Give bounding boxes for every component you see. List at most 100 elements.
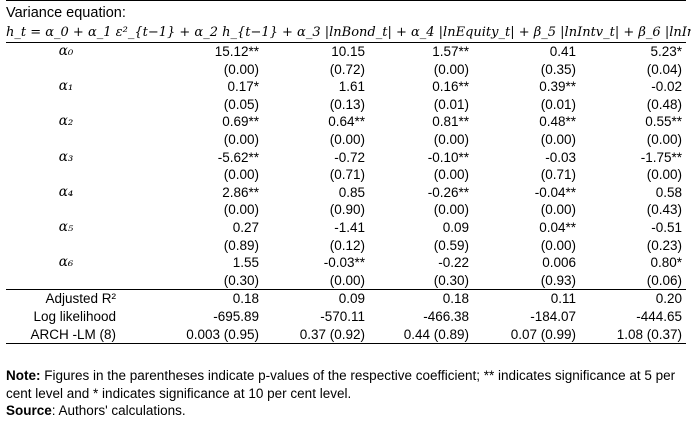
- stat-cell: 0.003 (0.95): [126, 325, 263, 345]
- note-label: Note:: [6, 368, 41, 383]
- pval-cell: (0.01): [540, 96, 576, 112]
- stat-cell: 0.18: [442, 291, 469, 307]
- coef-cell: -1.41: [334, 219, 365, 235]
- pval-cell: (0.00): [223, 167, 259, 183]
- coef-cell: 0.58: [655, 184, 682, 200]
- coef-row: α₄ 2.86** 0.85 -0.26** -0.04** 0.58: [6, 184, 686, 202]
- top-rule: [6, 0, 686, 1]
- stat-cell: 0.18: [232, 291, 259, 307]
- pval-cell: (0.93): [473, 271, 580, 291]
- empty-cell: [6, 131, 126, 149]
- coef-cell: -0.72: [334, 149, 365, 165]
- pval-cell: (0.43): [646, 202, 682, 218]
- param-label: α₃: [58, 148, 74, 165]
- empty-cell: [6, 201, 126, 219]
- coef-cell: 0.55**: [645, 114, 682, 130]
- pval-cell: (0.00): [646, 131, 682, 147]
- coef-cell: -0.03: [545, 149, 576, 165]
- stat-cell: 0.44 (0.89): [369, 325, 473, 345]
- pval-cell: (0.00): [540, 237, 576, 253]
- pval-cell: (0.00): [223, 131, 259, 147]
- stat-cell: -466.38: [423, 308, 469, 324]
- coef-cell: 1.57**: [369, 41, 473, 61]
- coef-cell: 0.16**: [432, 79, 469, 95]
- coef-cell: -0.22: [438, 255, 469, 271]
- pval-cell: (0.00): [433, 131, 469, 147]
- coef-row: α₆ 1.55 -0.03** -0.22 0.006 0.80*: [6, 254, 686, 272]
- pval-cell: (0.13): [329, 96, 365, 112]
- coef-cell: 0.80*: [650, 255, 682, 271]
- stat-label: Adjusted R²: [45, 291, 116, 307]
- pval-cell: (0.00): [329, 131, 365, 147]
- note-text: Figures in the parentheses indicate p-va…: [6, 368, 676, 401]
- coef-row: α₂ 0.69** 0.64** 0.81** 0.48** 0.55**: [6, 113, 686, 131]
- stat-row: Adjusted R² 0.18 0.09 0.18 0.11 0.20: [6, 290, 686, 308]
- pval-cell: (0.90): [329, 202, 365, 218]
- empty-cell: [6, 96, 126, 114]
- coef-cell: -0.26**: [427, 184, 469, 200]
- pval-cell: (0.04): [646, 61, 682, 77]
- stat-cell: 1.08 (0.37): [580, 325, 686, 345]
- param-label: α₁: [58, 78, 74, 95]
- coef-cell: 10.15: [263, 41, 369, 61]
- coef-cell: 1.55: [232, 255, 259, 271]
- pval-row: (0.00) (0.71) (0.00) (0.71) (0.00): [6, 166, 686, 184]
- source-label: Source: [6, 403, 52, 418]
- coef-cell: -1.75**: [640, 149, 682, 165]
- coef-cell: 0.09: [442, 219, 469, 235]
- empty-cell: [6, 61, 126, 79]
- pval-cell: (0.72): [329, 61, 365, 77]
- pval-cell: (0.71): [329, 167, 365, 183]
- pval-cell: (0.01): [433, 96, 469, 112]
- regression-table-block: Variance equation: h_t = α_0 + α_1 ε²_{t…: [6, 0, 691, 345]
- coef-cell: -5.62**: [217, 149, 259, 165]
- stat-cell: -444.65: [636, 308, 682, 324]
- coef-cell: 15.12**: [126, 41, 263, 61]
- empty-cell: [6, 166, 126, 184]
- coef-cell: 0.006: [542, 255, 576, 271]
- coef-cell: -0.51: [651, 219, 682, 235]
- stat-label: ARCH -LM (8): [6, 325, 126, 345]
- pval-cell: (0.00): [433, 61, 469, 77]
- pval-row: (0.00) (0.90) (0.00) (0.00) (0.43): [6, 201, 686, 219]
- pval-cell: (0.35): [540, 61, 576, 77]
- pval-cell: (0.05): [223, 96, 259, 112]
- pval-cell: (0.00): [433, 167, 469, 183]
- coef-cell: 2.86**: [222, 184, 259, 200]
- param-label: α₆: [58, 254, 74, 271]
- pval-cell: (0.59): [433, 237, 469, 253]
- pval-row: (0.05) (0.13) (0.01) (0.01) (0.48): [6, 96, 686, 114]
- coef-row: α₃ -5.62** -0.72 -0.10** -0.03 -1.75**: [6, 149, 686, 167]
- coef-cell: -0.10**: [427, 149, 469, 165]
- pval-cell: (0.89): [223, 237, 259, 253]
- coef-cell: 0.41: [473, 41, 580, 61]
- coef-cell: 0.48**: [539, 114, 576, 130]
- pval-cell: (0.00): [263, 271, 369, 291]
- table-note: Note: Figures in the parentheses indicat…: [6, 367, 688, 420]
- stat-cell: 0.09: [338, 291, 365, 307]
- stat-cell: 0.37 (0.92): [263, 325, 369, 345]
- coef-cell: 0.04**: [539, 219, 576, 235]
- results-table: α₀ 15.12** 10.15 1.57** 0.41 5.23* (0.00) (0.72…: [6, 41, 686, 345]
- pval-row: (0.89) (0.12) (0.59) (0.00) (0.23): [6, 237, 686, 255]
- coef-row: α₅ 0.27 -1.41 0.09 0.04** -0.51: [6, 219, 686, 237]
- table-caption: Variance equation:: [6, 5, 126, 21]
- stat-cell: 0.11: [550, 291, 576, 307]
- stat-label: Log likelihood: [33, 308, 116, 324]
- coef-row: α₁ 0.17* 1.61 0.16** 0.39** -0.02: [6, 78, 686, 96]
- pval-cell: (0.00): [540, 131, 576, 147]
- coef-cell: 0.27: [232, 219, 259, 235]
- source-text: : Authors' calculations.: [51, 403, 186, 418]
- stat-cell: -695.89: [213, 308, 259, 324]
- coef-cell: 0.85: [338, 184, 365, 200]
- pval-row: (0.30) (0.00) (0.30) (0.93) (0.06): [6, 271, 686, 291]
- table-body: α₀ 15.12** 10.15 1.57** 0.41 5.23* (0.00) (0.72…: [6, 41, 686, 345]
- coef-row: α₀ 15.12** 10.15 1.57** 0.41 5.23*: [6, 41, 686, 61]
- pval-cell: (0.06): [580, 271, 686, 291]
- pval-cell: (0.71): [540, 167, 576, 183]
- variance-equation: h_t = α_0 + α_1 ε²_{t−1} + α_2 h_{t−1} +…: [6, 25, 691, 40]
- stat-cell: 0.07 (0.99): [473, 325, 580, 345]
- pval-cell: (0.12): [329, 237, 365, 253]
- coef-cell: 0.69**: [222, 114, 259, 130]
- empty-cell: [6, 271, 126, 291]
